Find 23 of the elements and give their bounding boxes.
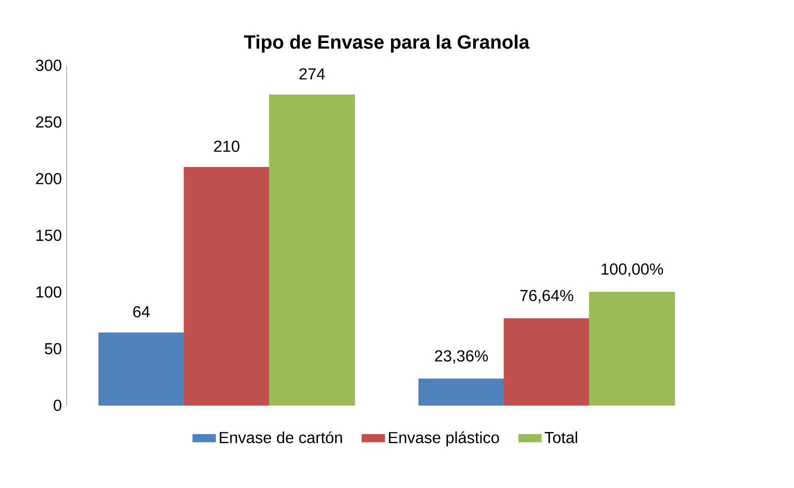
bar <box>504 318 590 406</box>
bar <box>98 332 184 406</box>
y-tick-label: 50 <box>44 342 62 354</box>
y-tick-label: 150 <box>36 230 62 241</box>
data-label: 64 <box>133 306 150 318</box>
data-label: 210 <box>214 140 240 152</box>
bar <box>269 94 355 406</box>
bar <box>184 167 270 406</box>
legend-label: Envase plástico <box>388 431 499 446</box>
data-label: 100,00% <box>602 263 664 277</box>
y-tick-label: 0 <box>54 400 62 411</box>
data-label: 274 <box>299 68 325 80</box>
y-tick-label: 200 <box>36 173 62 184</box>
bar <box>589 292 675 406</box>
bar <box>418 378 504 406</box>
y-tick-label: 300 <box>36 60 62 71</box>
data-label: 76,64% <box>520 290 574 304</box>
legend-label: Total <box>544 431 578 444</box>
legend-label: Envase de cartón <box>220 431 342 444</box>
data-label: 23,36% <box>434 350 488 364</box>
chart-title: Tipo de Envase para la Granola <box>244 34 530 53</box>
y-tick-label: 100 <box>36 286 62 298</box>
y-tick-label: 250 <box>36 116 62 128</box>
